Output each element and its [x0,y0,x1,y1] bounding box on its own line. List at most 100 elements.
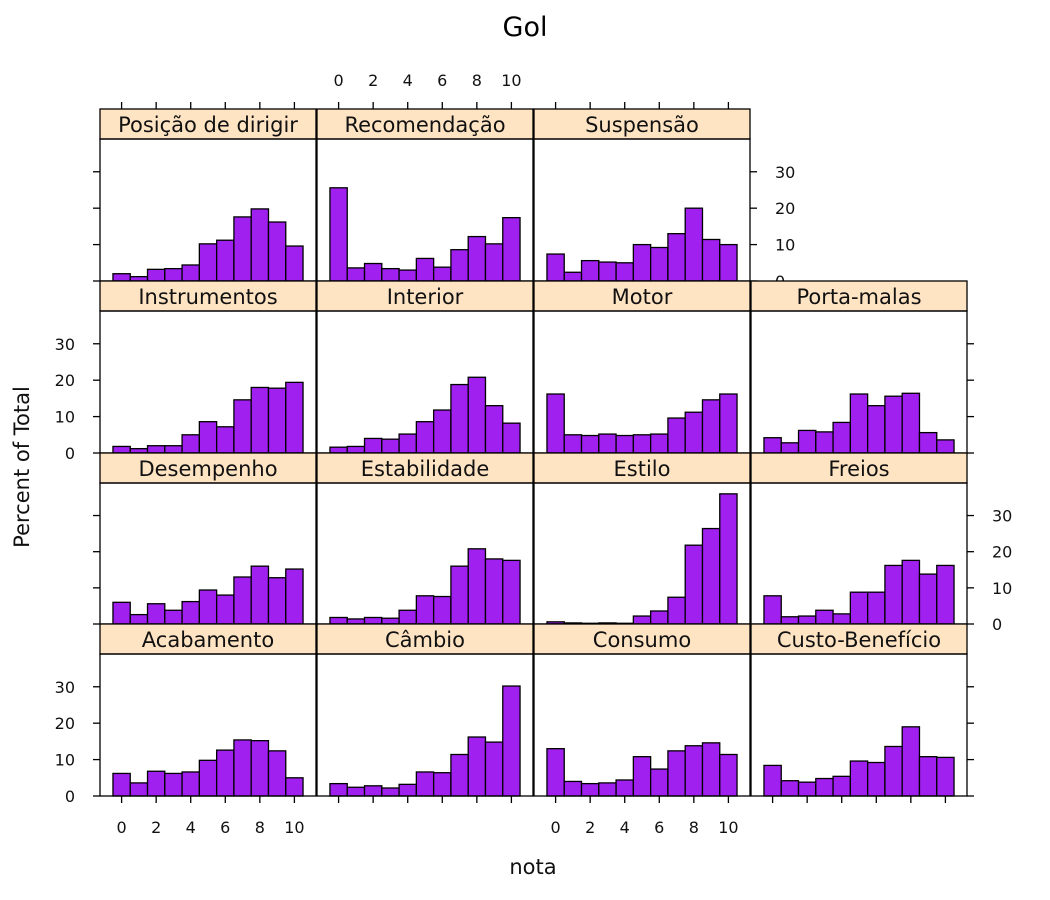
panel: Acabamento 0 10 20 30 0 2 4 6 8 10 [55,623,317,837]
histogram-bar [398,433,418,454]
x-axis-title: nota [509,855,556,879]
x-axis-tick-label: 10 [501,71,521,90]
histogram-bar [215,239,235,282]
panel: Motor [533,280,751,454]
panel: Porta-malas [750,280,974,454]
x-axis-tick-label: 8 [689,818,699,837]
histogram-bar [763,595,782,625]
histogram-bar [432,266,452,282]
histogram-bar [667,233,686,282]
histogram-bar [250,740,270,797]
histogram-bar [164,267,183,282]
histogram-bar [901,392,921,454]
histogram-bar [329,187,348,282]
panel-strip [316,108,534,140]
histogram-bar [329,446,348,454]
x-axis-tick-label: 8 [255,818,265,837]
histogram-bar [346,618,366,625]
histogram-bar [815,609,834,625]
histogram-bar [285,245,304,282]
histogram-bar [250,565,270,625]
histogram-bar [233,739,252,797]
y-axis-tick-label: 0 [992,615,1002,634]
histogram-bar [684,411,704,454]
x-axis-tick-label: 0 [334,71,344,90]
histogram-bar [815,777,834,797]
histogram-bar [381,617,400,625]
histogram-bar [346,445,366,454]
histogram-bar [398,609,418,625]
y-axis-tick-label: 30 [55,678,75,697]
histogram-bar [632,434,652,454]
y-axis-tick-label: 0 [65,444,75,463]
histogram-bar [580,782,600,797]
panel-strip [750,280,968,312]
histogram-bar [285,777,304,797]
panel-strip [533,108,751,140]
panel-strip [750,623,968,655]
histogram-bar [546,253,565,282]
histogram-bar [398,269,418,282]
histogram-bar [797,429,817,454]
histogram-bar [484,405,504,454]
histogram-bar [164,772,183,797]
histogram-bar [112,601,131,625]
panel-strip-label: Desempenho [138,457,277,481]
histogram-bar [563,434,583,454]
panel-strip [99,452,317,484]
histogram-bar [667,417,686,454]
histogram-bar [701,742,721,797]
y-axis-title: Percent of Total [10,386,34,548]
histogram-bar [181,434,201,454]
histogram-bar [267,221,287,282]
histogram-bar [267,577,287,625]
histogram-bar [667,596,686,625]
histogram-bar [615,262,635,282]
panel-strip [533,623,751,655]
histogram-bar [164,609,183,625]
histogram-bar [285,568,304,625]
panel-strip-label: Instrumentos [138,285,277,309]
histogram-bar [329,782,348,797]
panel-frame [316,653,534,797]
histogram-bar [849,760,869,797]
panel: Posição de dirigir [93,102,317,282]
panel: Recomendação 0 2 4 6 8 10 [316,71,534,282]
histogram-bar [129,275,149,282]
histogram-bar [918,756,938,797]
panel-strip-label: Porta-malas [796,285,921,309]
histogram-bar [918,431,938,454]
histogram-bar [450,249,469,282]
x-axis-tick-label: 8 [472,71,482,90]
histogram-bar [164,445,183,454]
histogram-bar [815,431,834,454]
panel: Câmbio [316,623,534,803]
histogram-bar [701,399,721,454]
histogram-bar [329,616,348,625]
panel-strip [750,452,968,484]
histogram-bar [233,216,252,282]
histogram-bar [381,438,400,454]
panel-strip-label: Estilo [614,457,671,481]
y-axis-tick-label: 10 [775,236,795,255]
histogram-bar [936,756,955,797]
histogram-bar [632,756,652,797]
histogram-bar [215,426,235,454]
histogram-bar [467,736,487,797]
histogram-bar [467,548,487,625]
panel-strip [99,280,317,312]
histogram-bar [615,434,635,454]
histogram-bar [250,208,270,282]
panel-strip-label: Recomendação [344,113,505,137]
histogram-bar [146,770,166,797]
panel-strip [316,623,534,655]
histogram-bar [649,768,669,797]
histogram-bar [198,421,218,454]
histogram-bar [866,591,886,625]
panel-frame [533,653,751,797]
panel: Freios 0 10 20 30 [750,452,1012,634]
histogram-bar [580,434,600,454]
histogram-bar [832,421,852,454]
histogram-bar [918,573,938,625]
histogram-bar [684,745,704,797]
